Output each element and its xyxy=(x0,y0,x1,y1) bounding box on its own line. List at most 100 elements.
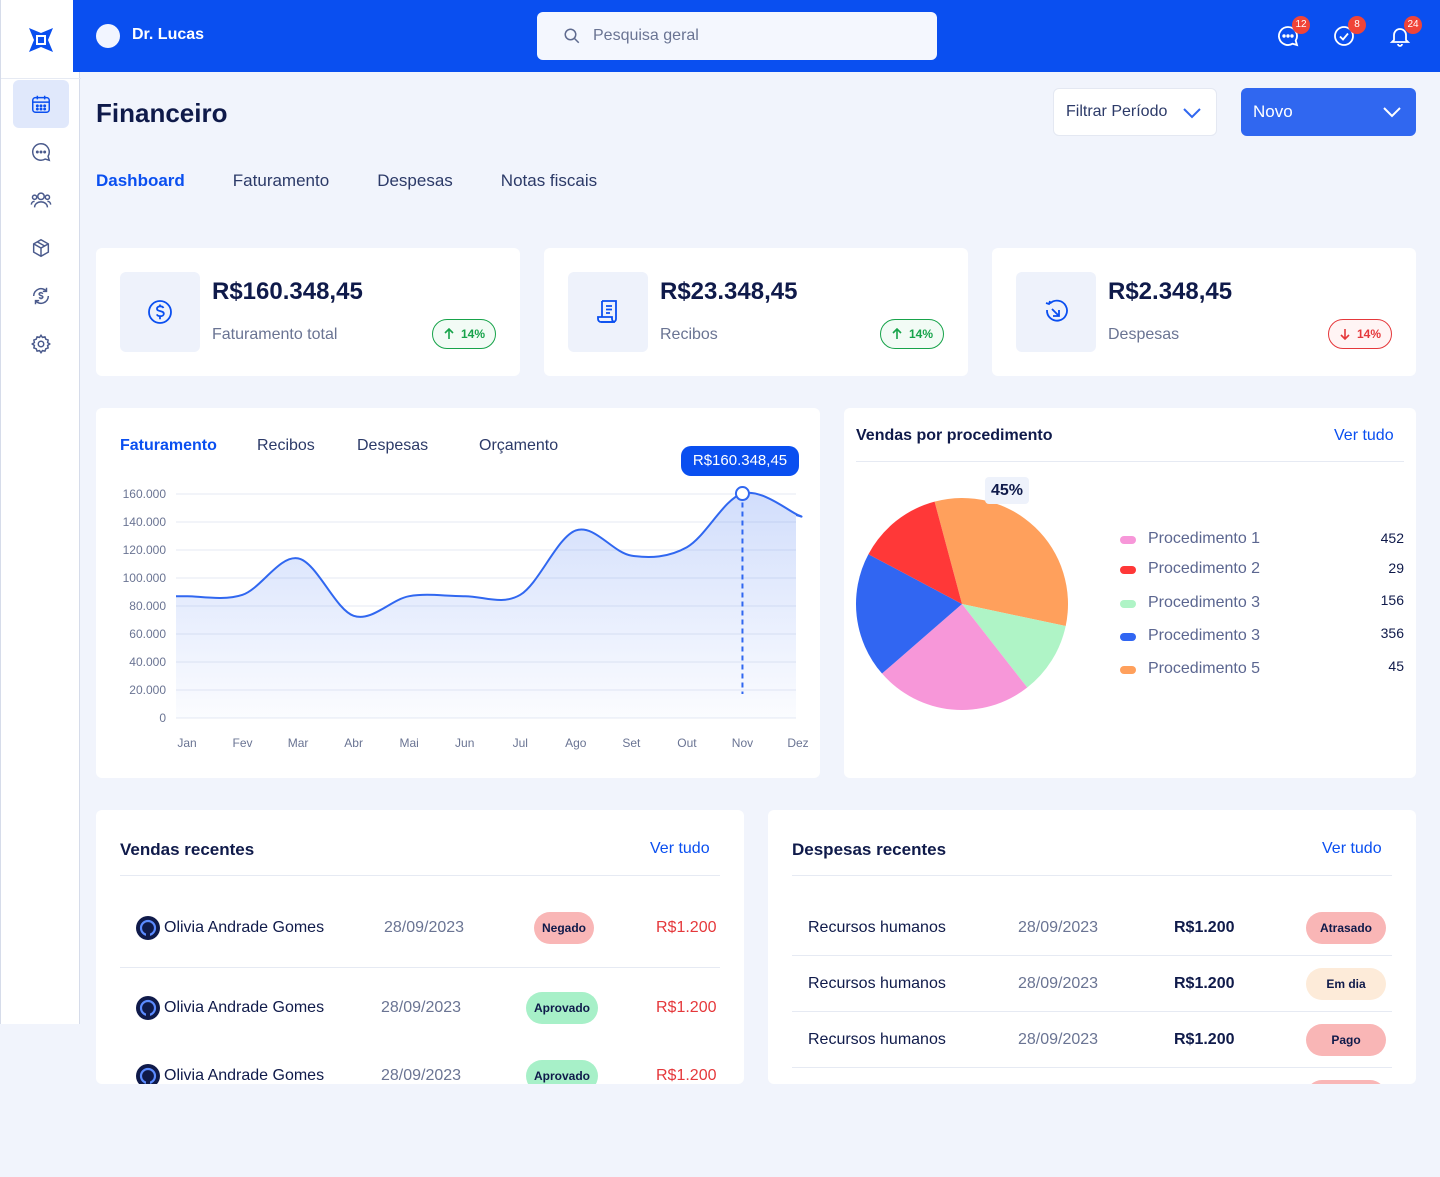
legend-item: Procedimento 1 452 xyxy=(1120,530,1404,550)
pie-slice[interactable] xyxy=(882,604,1028,710)
trend-value: 14% xyxy=(908,327,934,341)
search-box[interactable] xyxy=(537,12,937,60)
tasks-button[interactable]: 8 xyxy=(1332,16,1366,50)
notifications-badge: 24 xyxy=(1404,16,1422,34)
messages-button[interactable]: 12 xyxy=(1276,16,1310,50)
check-circle-icon xyxy=(1334,26,1354,46)
trend-badge-down: 14% xyxy=(1328,319,1392,349)
sidebar-item-chat[interactable] xyxy=(13,128,69,176)
sidebar-item-users[interactable] xyxy=(13,176,69,224)
bell-icon xyxy=(1389,28,1411,47)
new-dropdown-button[interactable]: Novo xyxy=(1241,88,1416,136)
gear-icon xyxy=(31,334,51,354)
expense-amount: R$1.200 xyxy=(1174,919,1235,936)
trend-value: 14% xyxy=(1356,327,1382,341)
search-icon xyxy=(564,28,580,44)
new-button-label: Novo xyxy=(1253,102,1293,121)
x-tick-label: Set xyxy=(622,736,641,750)
sidebar-item-calendar[interactable] xyxy=(13,80,69,128)
pie-slice[interactable] xyxy=(856,554,962,674)
expense-amount: R$1.200 xyxy=(1174,1031,1235,1048)
arrow-down-icon xyxy=(1340,329,1350,340)
sidebar xyxy=(0,0,81,1024)
recent-expenses-see-all-link[interactable]: Ver tudo xyxy=(1322,840,1382,857)
x-tick-label: Nov xyxy=(732,736,753,750)
sidebar-item-finance[interactable] xyxy=(13,272,69,320)
stat-icon-box xyxy=(1016,272,1096,352)
legend-swatch xyxy=(1120,536,1136,544)
arrow-up-icon xyxy=(892,328,902,339)
expense-category: Recursos humanos xyxy=(808,1031,946,1048)
legend-label: Procedimento 5 xyxy=(1148,660,1261,677)
filter-period-dropdown[interactable]: Filtrar Período xyxy=(1053,88,1217,136)
legend-label: Procedimento 3 xyxy=(1148,627,1261,644)
status-badge: Atrasado xyxy=(1306,912,1386,944)
y-tick-label: 40.000 xyxy=(129,655,166,669)
y-tick-label: 120.000 xyxy=(123,543,167,557)
username[interactable]: Dr. Lucas xyxy=(132,26,205,43)
divider xyxy=(120,967,720,968)
legend-swatch xyxy=(1120,666,1136,674)
sale-amount: R$1.200 xyxy=(656,999,717,1016)
legend-value: 356 xyxy=(1380,625,1404,641)
chart-tab-orcamento[interactable]: Orçamento xyxy=(479,437,559,454)
tab-faturamento[interactable]: Faturamento xyxy=(232,171,330,190)
sale-date: 28/09/2023 xyxy=(381,999,462,1016)
stat-card-revenue[interactable]: R$160.348,45 Faturamento total 14% xyxy=(96,248,520,376)
sale-date: 28/09/2023 xyxy=(384,919,465,936)
filter-period-label: Filtrar Período xyxy=(1066,103,1168,120)
recent-sales-title: Vendas recentes xyxy=(120,840,255,859)
tab-despesas[interactable]: Despesas xyxy=(377,171,453,190)
pie-slice[interactable] xyxy=(934,498,1068,627)
y-tick-label: 80.000 xyxy=(129,599,166,613)
procedures-pie-chart xyxy=(856,498,1068,710)
stat-label: Despesas xyxy=(1108,326,1180,343)
sidebar-item-settings[interactable] xyxy=(13,320,69,368)
stat-value: R$160.348,45 xyxy=(212,278,363,305)
expense-category: Recursos humanos xyxy=(808,975,946,992)
x-tick-label: Dez xyxy=(787,736,808,750)
divider xyxy=(792,955,1392,956)
search-input[interactable] xyxy=(593,27,893,45)
receipt-icon xyxy=(597,300,617,323)
page-title: Financeiro xyxy=(96,98,228,128)
sidebar-divider xyxy=(1,78,81,79)
stat-card-receipts[interactable]: R$23.348,45 Recibos 14% xyxy=(544,248,968,376)
status-badge: Aprovado xyxy=(526,1060,598,1084)
legend-value: 156 xyxy=(1380,592,1404,608)
recent-sales-see-all-link[interactable]: Ver tudo xyxy=(650,840,710,857)
revenue-area-chart: 0 20.000 40.000 60.000 80.000 100.000 120.000 1… xyxy=(123,486,809,750)
y-tick-label: 160.000 xyxy=(123,487,167,501)
legend-item: Procedimento 3 356 xyxy=(1120,625,1404,647)
revenue-line xyxy=(175,491,803,618)
trend-value: 14% xyxy=(460,327,486,341)
stat-value: R$23.348,45 xyxy=(660,278,798,305)
status-badge xyxy=(1306,1080,1386,1084)
chart-tab-faturamento[interactable]: Faturamento xyxy=(120,437,217,454)
stat-card-expenses[interactable]: R$2.348,45 Despesas 14% xyxy=(992,248,1416,376)
tab-dashboard[interactable]: Dashboard xyxy=(96,171,185,190)
sidebar-item-inventory[interactable] xyxy=(13,224,69,272)
x-tick-label: Fev xyxy=(233,736,253,750)
status-badge: Em dia xyxy=(1306,968,1386,1000)
legend-item: Procedimento 3 156 xyxy=(1120,592,1404,614)
y-tick-label: 140.000 xyxy=(123,515,167,529)
x-tick-label: Abr xyxy=(344,736,363,750)
x-tick-label: Out xyxy=(677,736,697,750)
procedures-see-all-link[interactable]: Ver tudo xyxy=(1334,427,1394,444)
legend-swatch xyxy=(1120,600,1136,608)
pie-slice[interactable] xyxy=(962,604,1066,688)
stat-value: R$2.348,45 xyxy=(1108,278,1233,305)
tab-notas-fiscais[interactable]: Notas fiscais xyxy=(500,171,598,190)
x-tick-label: Jul xyxy=(513,736,528,750)
expense-date: 28/09/2023 xyxy=(1018,1031,1099,1048)
pie-slice[interactable] xyxy=(868,501,962,604)
stat-icon-box xyxy=(568,272,648,352)
chart-tab-despesas[interactable]: Despesas xyxy=(357,437,429,454)
notifications-button[interactable]: 24 xyxy=(1388,16,1422,50)
chart-tab-recibos[interactable]: Recibos xyxy=(257,437,315,454)
avatar[interactable] xyxy=(96,24,120,48)
y-tick-label: 60.000 xyxy=(129,627,166,641)
app-logo-icon[interactable] xyxy=(25,24,57,56)
recent-sales-card: Vendas recentes Ver tudo Olivia Andrade … xyxy=(96,810,744,1084)
